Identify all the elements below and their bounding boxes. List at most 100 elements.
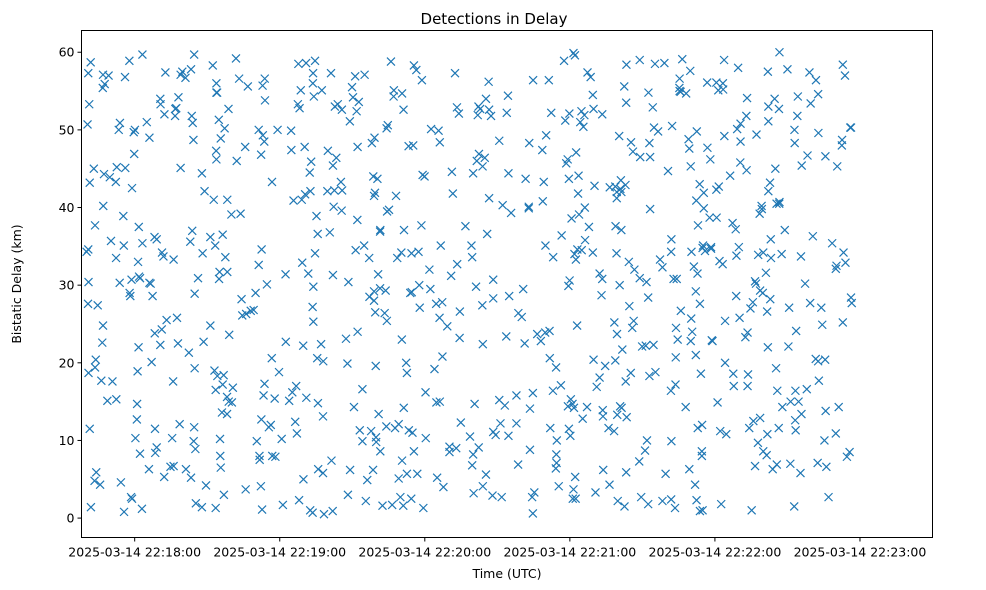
data-point [349,402,359,412]
data-point [436,241,446,250]
data-point [524,203,534,213]
data-point [604,423,613,433]
data-point [222,267,232,277]
data-point [681,88,691,98]
data-point [313,464,323,474]
data-point [373,269,383,279]
data-point [353,142,363,152]
data-point [834,402,844,412]
data-point [286,126,296,136]
data-point [643,293,653,303]
data-point [481,94,491,104]
data-point [381,422,391,431]
data-point [108,377,117,386]
data-point [845,447,855,457]
data-point [841,258,850,268]
data-point [572,321,582,330]
data-point [97,338,107,348]
data-point [671,380,680,389]
data-point [211,146,221,156]
data-point [734,242,744,252]
data-point [380,308,390,318]
data-point [504,291,514,301]
data-point [397,88,407,98]
data-point [142,117,152,127]
data-point [326,68,336,78]
data-point [465,432,475,441]
y-tick-label: 60 [59,45,75,60]
data-point [365,292,374,302]
data-point [820,151,830,161]
data-point [674,83,684,93]
data-point [741,111,751,121]
data-point [586,72,596,82]
data-point [329,202,339,212]
data-point [222,409,232,419]
data-point [414,247,423,257]
data-point [211,503,221,513]
data-point [412,469,422,479]
data-point [372,174,382,184]
data-point [821,406,831,416]
x-tick-label: 2025-03-14 22:18:00 [68,545,201,560]
data-point [708,336,717,346]
data-point [375,225,385,235]
data-point [144,464,154,474]
data-point [150,424,160,434]
data-point [645,152,655,162]
data-point [392,253,402,263]
data-point [488,293,498,303]
data-point [702,78,712,87]
data-point [364,253,374,263]
data-point [747,505,757,515]
data-point [148,291,158,301]
data-point [337,186,347,195]
data-point [484,105,494,115]
data-point [215,267,224,277]
data-point [228,383,238,393]
data-point [560,116,570,125]
data-point [524,138,534,148]
data-point [667,121,677,131]
data-point [757,201,766,211]
data-point [460,221,470,231]
data-point [765,294,775,304]
data-point [616,187,626,197]
data-point [763,102,773,112]
data-point [387,500,397,510]
data-point [580,235,590,245]
data-point [210,241,220,250]
data-point [571,147,581,157]
data-point [345,465,355,475]
data-point [640,446,650,455]
data-point [546,108,556,118]
data-point [538,196,548,206]
data-point [735,158,745,167]
data-point [777,249,787,259]
data-point [257,245,267,254]
data-point [190,289,200,299]
data-point [351,245,361,255]
data-point [565,276,575,285]
data-point [539,177,549,187]
data-point [297,195,307,205]
data-point [214,274,224,284]
data-point [258,81,268,91]
data-point [98,321,108,330]
data-point [267,353,277,363]
data-point [328,506,338,516]
data-point [407,287,417,297]
data-point [216,133,226,143]
data-point [130,433,140,443]
data-point [686,314,696,323]
data-point [666,386,676,396]
data-point [658,262,667,272]
data-point [418,503,428,513]
data-point [518,284,528,294]
data-point [93,300,103,310]
data-point [306,186,315,196]
data-point [190,363,200,373]
data-point [366,426,376,436]
data-point [525,404,535,414]
data-point [774,104,784,114]
